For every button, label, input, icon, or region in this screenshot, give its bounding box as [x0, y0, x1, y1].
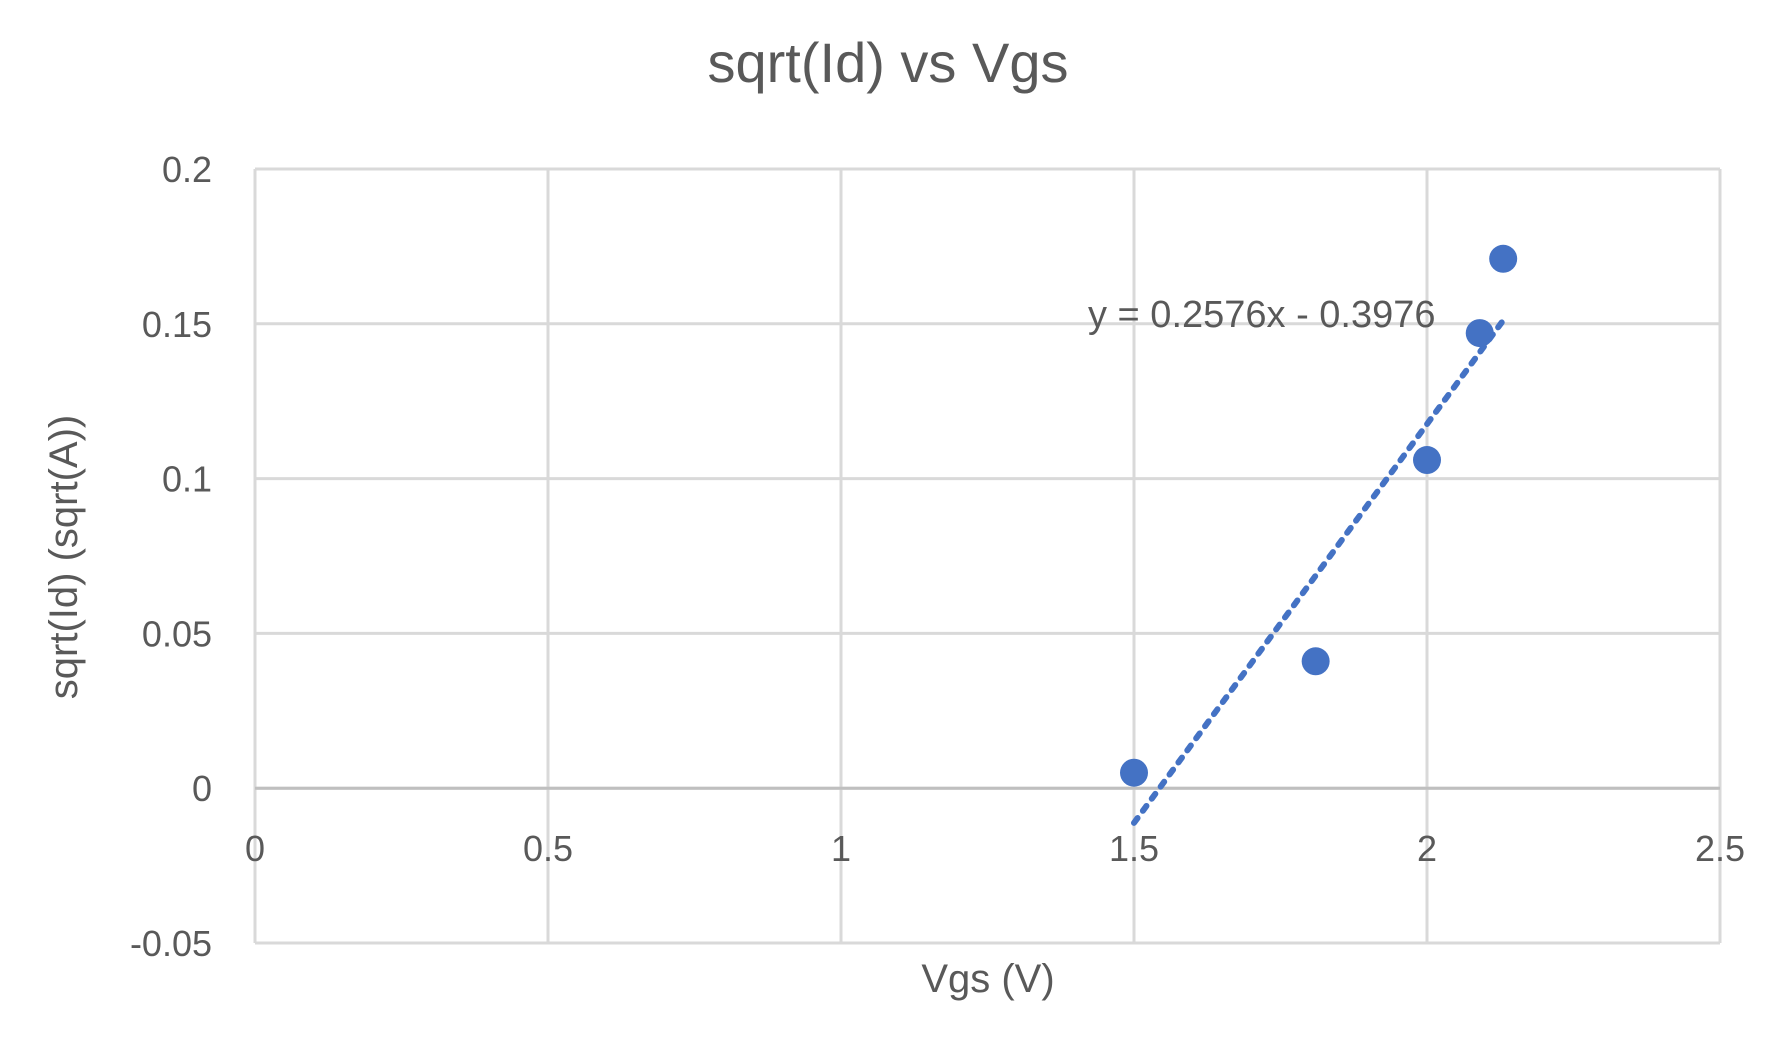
text-layer: sqrt(Id) vs Vgs Vgs (V) sqrt(Id) (sqrt(A… [42, 31, 1436, 1001]
x-tick-label: 2 [1417, 828, 1437, 869]
axis-layer: 0 0.5 1 1.5 2 2.5 0.2 0.15 0.1 0.05 0 -0.05 [130, 149, 1745, 964]
linear-trendline [1131, 317, 1507, 826]
data-point [1301, 647, 1330, 676]
y-tick-label: 0.05 [142, 613, 212, 654]
y-tick-label: 0.2 [162, 149, 212, 190]
data-point [1465, 319, 1494, 348]
trendline-equation: y = 0.2576x - 0.3976 [1088, 294, 1436, 336]
data-point-layer [1120, 244, 1518, 787]
y-tick-label: -0.05 [130, 923, 212, 964]
data-point [1413, 446, 1441, 475]
data-point [1120, 758, 1148, 787]
chart-title: sqrt(Id) vs Vgs [708, 31, 1069, 94]
x-tick-label: 0 [245, 828, 265, 869]
data-point [1489, 244, 1518, 273]
x-tick-label: 1 [831, 828, 851, 869]
x-axis-label: Vgs (V) [921, 957, 1054, 1001]
y-tick-label: 0.1 [162, 459, 212, 500]
y-axis-label: sqrt(Id) (sqrt(A)) [42, 415, 86, 699]
x-tick-label: 1.5 [1109, 828, 1159, 869]
trendline-layer [1131, 317, 1507, 826]
grid-layer [253, 167, 1722, 945]
x-tick-label: 2.5 [1695, 828, 1745, 869]
y-tick-label: 0 [192, 768, 212, 809]
x-tick-label: 0.5 [523, 828, 573, 869]
y-tick-label: 0.15 [142, 304, 212, 345]
